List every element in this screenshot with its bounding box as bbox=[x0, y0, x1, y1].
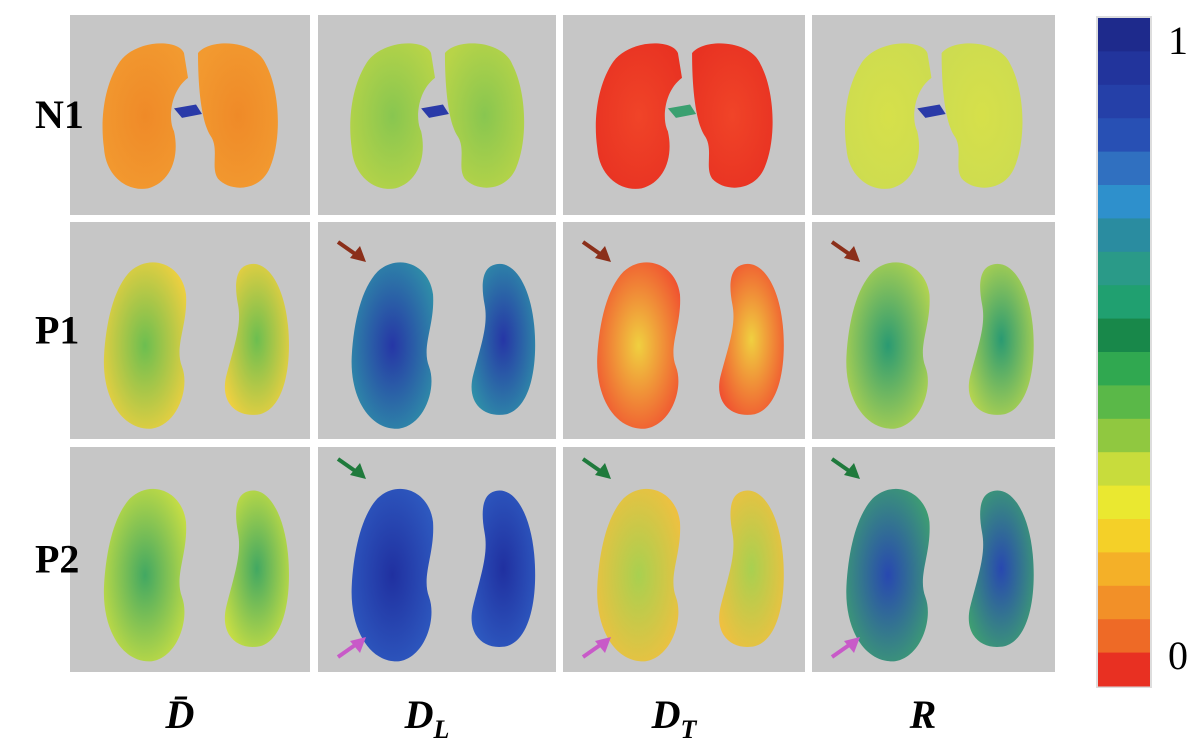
column-subscript: L bbox=[433, 715, 450, 744]
colorbar-step bbox=[1098, 251, 1150, 286]
lung bbox=[595, 43, 682, 189]
arrow-head bbox=[350, 463, 366, 479]
colorbar bbox=[1096, 16, 1152, 688]
colorbar-min: 0 bbox=[1168, 633, 1188, 678]
column-label: DL bbox=[404, 692, 450, 744]
lung bbox=[968, 490, 1034, 648]
colorbar-step bbox=[1098, 285, 1150, 320]
colorbar-step bbox=[1098, 519, 1150, 553]
lung bbox=[471, 490, 536, 648]
arrow-head bbox=[844, 463, 860, 479]
colorbar-step bbox=[1098, 485, 1150, 520]
lung bbox=[103, 262, 187, 429]
row-label: P2 bbox=[35, 537, 79, 582]
panel-grid bbox=[70, 15, 1055, 672]
airway bbox=[917, 104, 946, 118]
arrow-head bbox=[595, 246, 611, 262]
colorbar-step bbox=[1098, 18, 1150, 52]
colorbar-step bbox=[1098, 185, 1150, 219]
arrow-head bbox=[350, 637, 366, 653]
lung bbox=[692, 43, 773, 188]
lung bbox=[719, 490, 784, 648]
panel bbox=[563, 447, 805, 672]
arrow-head bbox=[844, 246, 860, 262]
arrow-head bbox=[595, 463, 611, 479]
colorbar-step bbox=[1098, 652, 1150, 687]
lung bbox=[597, 488, 681, 662]
lung bbox=[224, 490, 289, 648]
lung bbox=[471, 263, 536, 415]
lung bbox=[941, 43, 1023, 188]
column-symbol: D̄ bbox=[165, 692, 195, 737]
arrow-head bbox=[844, 637, 860, 653]
panel bbox=[812, 447, 1055, 672]
lung bbox=[968, 263, 1034, 415]
airway bbox=[421, 104, 449, 118]
lung bbox=[444, 43, 525, 188]
colorbar-max: 1 bbox=[1168, 18, 1188, 63]
colorbar-step bbox=[1098, 51, 1150, 86]
lung bbox=[844, 43, 932, 189]
panel bbox=[70, 447, 310, 672]
column-label: DT bbox=[651, 692, 698, 744]
airway bbox=[174, 104, 202, 118]
colorbar-step bbox=[1098, 418, 1150, 453]
colorbar-step bbox=[1098, 352, 1150, 386]
column-label: R bbox=[909, 692, 937, 737]
colorbar-step bbox=[1098, 151, 1150, 186]
panel bbox=[318, 447, 556, 672]
column-subscript: T bbox=[681, 715, 698, 744]
colorbar-step bbox=[1098, 452, 1150, 487]
lung bbox=[224, 263, 289, 415]
colorbar-step bbox=[1098, 385, 1150, 420]
column-symbol: D bbox=[651, 692, 681, 737]
panel bbox=[318, 15, 556, 215]
panel bbox=[70, 15, 310, 215]
column-symbol: D bbox=[404, 692, 434, 737]
colorbar-step bbox=[1098, 318, 1150, 353]
colorbar-step bbox=[1098, 84, 1150, 119]
lung bbox=[597, 262, 681, 429]
colorbar-step bbox=[1098, 552, 1150, 587]
colorbar-step bbox=[1098, 218, 1150, 253]
lung bbox=[846, 488, 930, 662]
row-label: P1 bbox=[35, 308, 79, 353]
panel bbox=[70, 222, 310, 439]
lung bbox=[719, 263, 784, 415]
row-label: N1 bbox=[35, 92, 84, 137]
column-symbol: R bbox=[909, 692, 937, 737]
lung bbox=[198, 43, 278, 188]
column-label: D̄ bbox=[165, 692, 195, 737]
arrow-head bbox=[350, 246, 366, 262]
lung bbox=[846, 262, 930, 429]
arrow-head bbox=[595, 637, 611, 653]
panel bbox=[563, 15, 805, 215]
panel bbox=[812, 15, 1055, 215]
lung bbox=[351, 488, 434, 662]
lung bbox=[102, 43, 188, 189]
airway bbox=[667, 104, 697, 118]
colorbar-step bbox=[1098, 585, 1150, 620]
lung bbox=[351, 262, 434, 429]
lung bbox=[350, 43, 436, 189]
colorbar-step bbox=[1098, 619, 1150, 654]
lung bbox=[103, 488, 187, 662]
colorbar-step bbox=[1098, 118, 1150, 153]
